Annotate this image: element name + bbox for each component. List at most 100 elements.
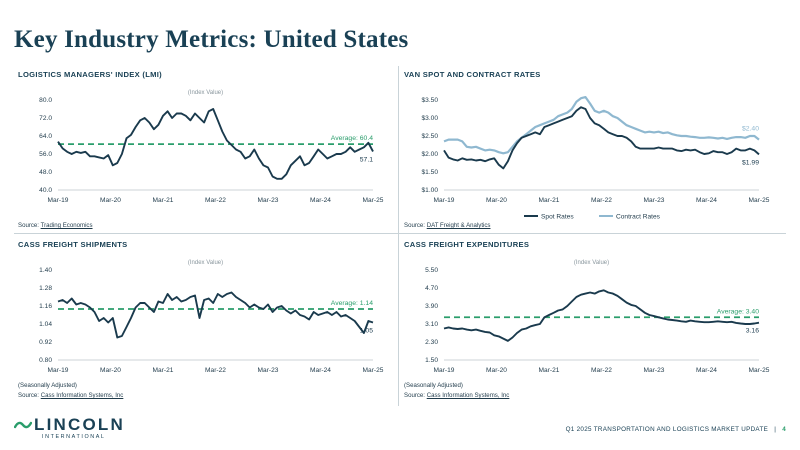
y-tick-label: 4.70 [425,285,438,292]
footer: Q1 2025 TRANSPORTATION AND LOGISTICS MAR… [566,426,786,433]
y-tick-label: $2.50 [421,133,438,140]
x-tick-label: Mar-20 [100,197,121,204]
index-value-label: (Index Value) [188,90,223,96]
y-tick-label: 1.40 [39,267,52,274]
x-tick-label: Mar-25 [749,197,770,204]
series-line-main [57,108,374,180]
average-label: Average: 1.14 [331,300,373,307]
adjustment-note: (Seasonally Adjusted) [404,382,463,389]
y-tick-label: $1.00 [421,187,438,194]
y-tick-label: 72.0 [39,115,52,122]
panel-title: CASS FREIGHT SHIPMENTS [18,240,128,249]
van-rates-panel: VAN SPOT AND CONTRACT RATES $1.00 $1.50 $2… [404,70,784,246]
panel-title: VAN SPOT AND CONTRACT RATES [404,70,541,79]
logo-subtitle: INTERNATIONAL [42,434,106,440]
y-tick-label: 80.0 [39,97,52,104]
average-label: Average: 3.40 [717,308,759,315]
y-tick-label: 40.0 [39,187,52,194]
x-tick-label: Mar-22 [591,367,612,374]
end-value-label: 3.16 [746,328,759,335]
y-tick-label: $1.50 [421,169,438,176]
vertical-divider [398,66,399,406]
x-tick-label: Mar-23 [644,367,665,374]
page-title: Key Industry Metrics: United States [14,26,409,53]
series-line-spot-rates [443,106,760,170]
y-tick-label: 1.50 [425,357,438,364]
y-tick-label: 56.0 [39,151,52,158]
source-note: Source: Cass Information Systems, Inc [18,392,124,399]
index-value-label: (Index Value) [188,260,223,266]
x-tick-label: Mar-20 [486,367,507,374]
y-tick-label: 1.28 [39,285,52,292]
x-tick-label: Mar-21 [539,367,560,374]
x-tick-label: Mar-22 [205,367,226,374]
x-tick-label: Mar-21 [153,197,174,204]
x-tick-label: Mar-25 [363,197,384,204]
source-link[interactable]: DAT Freight & Analytics [426,222,491,229]
x-tick-label: Mar-24 [310,367,331,374]
source-link[interactable]: Trading Economics [40,222,93,229]
series-line-contract-rates [443,96,760,155]
x-tick-label: Mar-23 [258,367,279,374]
legend-label-spot: Spot Rates [541,213,574,220]
cass-shipments-chart: (Index Value) 0.80 0.92 1.04 1.16 1.28 1.40 Mar… [39,260,384,374]
legend-label-contract: Contract Rates [616,213,661,220]
horizontal-divider [14,233,786,234]
average-label: Average: 60.4 [331,135,373,142]
y-tick-label: 3.10 [425,321,438,328]
x-tick-label: Mar-21 [153,367,174,374]
source-link[interactable]: Cass Information Systems, Inc [426,392,510,399]
end-value-label: 1.05 [360,328,373,335]
lincoln-mark-icon [14,421,32,429]
source-note: Source: Cass Information Systems, Inc [404,392,510,399]
y-tick-label: $2.00 [421,151,438,158]
x-tick-label: Mar-19 [48,197,69,204]
page-number: 4 [782,426,786,433]
y-tick-label: 1.16 [39,303,52,310]
x-tick-label: Mar-19 [48,367,69,374]
source-link[interactable]: Cass Information Systems, Inc [40,392,124,399]
cass-expenditures-panel: CASS FREIGHT EXPENDITURES (Index Value) 1… [404,240,784,416]
x-tick-label: Mar-21 [539,197,560,204]
series-line-main [443,289,760,342]
y-tick-label: 48.0 [39,169,52,176]
footer-separator: | [774,426,777,433]
y-tick-label: 0.92 [39,339,52,346]
cass-shipments-panel: CASS FREIGHT SHIPMENTS (Index Value) 0.80… [18,240,398,416]
end-value-label: 57.1 [360,157,373,164]
panel-title: LOGISTICS MANAGERS' INDEX (LMI) [18,70,162,79]
x-tick-label: Mar-24 [696,197,717,204]
lmi-panel: LOGISTICS MANAGERS' INDEX (LMI) (Index V… [18,70,398,246]
x-tick-label: Mar-20 [100,367,121,374]
x-tick-label: Mar-19 [434,367,455,374]
y-tick-label: 0.80 [39,357,52,364]
x-tick-label: Mar-19 [434,197,455,204]
x-tick-label: Mar-20 [486,197,507,204]
source-note: Source: DAT Freight & Analytics [404,222,491,229]
panel-title: CASS FREIGHT EXPENDITURES [404,240,530,249]
x-tick-label: Mar-25 [363,367,384,374]
series-line-main [57,291,374,339]
source-note: Source: Trading Economics [18,222,93,229]
x-tick-label: Mar-24 [310,197,331,204]
y-tick-label: 3.90 [425,303,438,310]
x-tick-label: Mar-25 [749,367,770,374]
x-tick-label: Mar-23 [258,197,279,204]
y-tick-label: $3.50 [421,97,438,104]
x-tick-label: Mar-22 [205,197,226,204]
contract-end-label: $2.40 [742,126,759,133]
x-tick-label: Mar-24 [696,367,717,374]
cass-expenditures-chart: (Index Value) 1.50 2.30 3.10 3.90 4.70 5.50 Mar… [425,260,770,374]
y-tick-label: $3.00 [421,115,438,122]
lmi-chart: (Index Value) 40.0 48.0 56.0 64.0 72.0 80.0 Mar… [39,90,384,204]
x-tick-label: Mar-22 [591,197,612,204]
index-value-label: (Index Value) [574,260,609,266]
y-tick-label: 64.0 [39,133,52,140]
y-tick-label: 1.04 [39,321,52,328]
spot-end-label: $1.99 [742,159,759,166]
adjustment-note: (Seasonally Adjusted) [18,382,77,389]
van-rates-chart: $1.00 $1.50 $2.00 $2.50 $3.00 $3.50 Mar-19 Mar-… [421,96,770,220]
x-tick-label: Mar-23 [644,197,665,204]
y-tick-label: 5.50 [425,267,438,274]
y-tick-label: 2.30 [425,339,438,346]
